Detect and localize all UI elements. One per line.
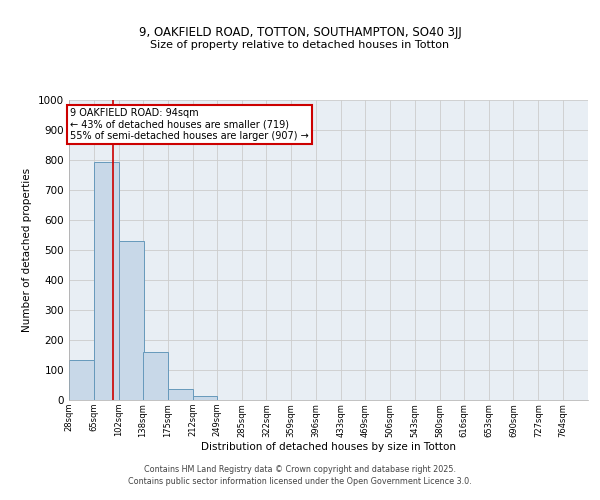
Bar [119,241,143,400]
Text: Contains public sector information licensed under the Open Government Licence 3.: Contains public sector information licen… [128,476,472,486]
Bar [94,162,119,400]
Text: Contains HM Land Registry data © Crown copyright and database right 2025.: Contains HM Land Registry data © Crown c… [144,466,456,474]
Text: 9, OAKFIELD ROAD, TOTTON, SOUTHAMPTON, SO40 3JJ: 9, OAKFIELD ROAD, TOTTON, SOUTHAMPTON, S… [139,26,461,39]
Text: 9 OAKFIELD ROAD: 94sqm
← 43% of detached houses are smaller (719)
55% of semi-de: 9 OAKFIELD ROAD: 94sqm ← 43% of detached… [70,108,309,140]
Bar [167,389,193,400]
X-axis label: Distribution of detached houses by size in Totton: Distribution of detached houses by size … [201,442,456,452]
Y-axis label: Number of detached properties: Number of detached properties [22,168,32,332]
Bar [193,396,217,400]
Bar [143,352,167,400]
Text: Size of property relative to detached houses in Totton: Size of property relative to detached ho… [151,40,449,50]
Bar [69,360,94,400]
